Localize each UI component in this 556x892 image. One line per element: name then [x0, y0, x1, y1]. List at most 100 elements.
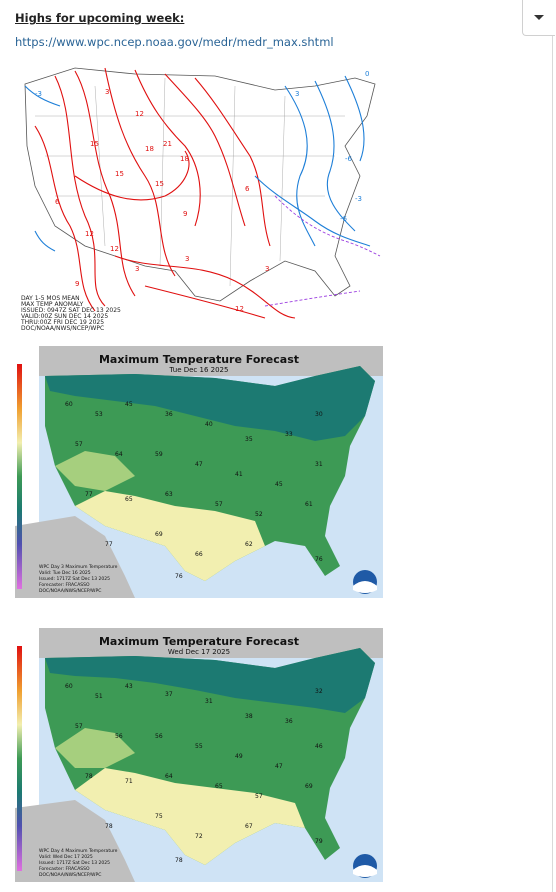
svg-text:9: 9	[75, 280, 79, 288]
svg-text:77: 77	[85, 491, 93, 498]
max-temp-map-day4: Maximum Temperature Forecast Wed Dec 17 …	[15, 628, 383, 882]
post-menu-button[interactable]	[522, 0, 555, 36]
svg-text:15: 15	[155, 180, 164, 188]
svg-text:Forecaster: FRACASSO: Forecaster: FRACASSO	[39, 866, 90, 872]
svg-text:62: 62	[245, 541, 253, 548]
svg-text:3: 3	[105, 88, 109, 96]
svg-text:Issued: 1717Z Sat Dec 13 2025: Issued: 1717Z Sat Dec 13 2025	[39, 576, 110, 582]
svg-text:31: 31	[205, 698, 213, 705]
svg-text:47: 47	[195, 461, 203, 468]
svg-text:Forecaster: FRACASSO: Forecaster: FRACASSO	[39, 582, 90, 588]
svg-text:30: 30	[315, 411, 323, 418]
svg-text:DOC/NOAA/NWS/NCEP/WPC: DOC/NOAA/NWS/NCEP/WPC	[21, 325, 104, 332]
map-date: Tue Dec 16 2025	[169, 366, 229, 374]
svg-text:36: 36	[165, 411, 173, 418]
map-legend: WPC Day 4 Maximum Temperature Valid: Wed…	[39, 848, 118, 878]
map-title: Maximum Temperature Forecast	[99, 353, 299, 366]
svg-text:-6: -6	[340, 215, 348, 223]
anomaly-caption: DAY 1-5 MOS MEAN MAX TEMP ANOMALY ISSUED…	[20, 295, 121, 332]
svg-text:MAX TEMP ANOMALY: MAX TEMP ANOMALY	[21, 301, 84, 308]
svg-text:57: 57	[75, 441, 83, 448]
svg-text:31: 31	[315, 461, 323, 468]
svg-text:45: 45	[125, 401, 133, 408]
svg-text:32: 32	[315, 688, 323, 695]
svg-text:64: 64	[115, 451, 123, 458]
svg-text:55: 55	[195, 743, 203, 750]
svg-text:-3: -3	[355, 195, 362, 203]
svg-text:56: 56	[115, 733, 123, 740]
svg-text:12: 12	[85, 230, 94, 238]
svg-text:-6: -6	[345, 155, 353, 163]
svg-text:15: 15	[90, 140, 99, 148]
svg-text:64: 64	[165, 773, 173, 780]
svg-text:52: 52	[255, 511, 263, 518]
svg-text:ISSUED: 0947Z SAT DEC 13 2025: ISSUED: 0947Z SAT DEC 13 2025	[21, 307, 121, 314]
svg-text:69: 69	[155, 531, 163, 538]
svg-text:57: 57	[75, 723, 83, 730]
svg-text:71: 71	[125, 778, 133, 785]
svg-text:75: 75	[155, 813, 163, 820]
svg-text:18: 18	[180, 155, 189, 163]
map-legend: WPC Day 3 Maximum Temperature Valid: Tue…	[39, 564, 118, 594]
svg-text:Issued: 1717Z Sat Dec 13 2025: Issued: 1717Z Sat Dec 13 2025	[39, 860, 110, 866]
svg-text:46: 46	[315, 743, 323, 750]
svg-text:77: 77	[105, 541, 113, 548]
svg-text:WPC Day 4 Maximum Temperature: WPC Day 4 Maximum Temperature	[39, 848, 118, 854]
svg-text:60: 60	[65, 401, 73, 408]
chevron-down-icon	[534, 15, 544, 20]
svg-text:DOC/NOAA/NWS/NCEP/WPC: DOC/NOAA/NWS/NCEP/WPC	[39, 588, 101, 594]
svg-text:VALID:00Z SUN DEC 14 2025: VALID:00Z SUN DEC 14 2025	[21, 313, 108, 320]
map-date: Wed Dec 17 2025	[168, 648, 230, 656]
svg-text:DOC/NOAA/NWS/NCEP/WPC: DOC/NOAA/NWS/NCEP/WPC	[39, 872, 101, 878]
post-heading: Highs for upcoming week:	[15, 11, 185, 25]
svg-text:67: 67	[245, 823, 253, 830]
svg-text:76: 76	[315, 556, 323, 563]
svg-text:3: 3	[135, 265, 139, 273]
svg-text:6: 6	[245, 185, 250, 193]
svg-text:45: 45	[275, 481, 283, 488]
svg-text:THRU:00Z FRI DEC 19 2025: THRU:00Z FRI DEC 19 2025	[20, 319, 104, 326]
svg-text:6: 6	[55, 198, 60, 206]
svg-text:3: 3	[265, 265, 269, 273]
svg-text:60: 60	[65, 683, 73, 690]
svg-text:79: 79	[315, 838, 323, 845]
svg-text:65: 65	[215, 783, 223, 790]
temperature-scale	[17, 364, 22, 589]
svg-text:3: 3	[185, 255, 189, 263]
map-title: Maximum Temperature Forecast	[99, 635, 299, 648]
svg-text:43: 43	[125, 683, 133, 690]
noaa-logo	[353, 854, 377, 878]
svg-text:53: 53	[95, 411, 103, 418]
svg-text:12: 12	[110, 245, 119, 253]
svg-text:63: 63	[165, 491, 173, 498]
svg-text:12: 12	[135, 110, 144, 118]
svg-text:49: 49	[235, 753, 243, 760]
noaa-logo	[353, 570, 377, 594]
svg-text:57: 57	[255, 793, 263, 800]
svg-text:37: 37	[165, 691, 173, 698]
svg-text:65: 65	[125, 496, 133, 503]
svg-text:38: 38	[245, 713, 253, 720]
svg-text:DAY 1-5 MOS MEAN: DAY 1-5 MOS MEAN	[21, 295, 80, 302]
svg-text:78: 78	[175, 857, 183, 864]
svg-text:0: 0	[365, 70, 369, 78]
svg-text:78: 78	[105, 823, 113, 830]
svg-text:61: 61	[305, 501, 313, 508]
svg-text:51: 51	[95, 693, 103, 700]
svg-text:-3: -3	[35, 90, 42, 98]
svg-text:9: 9	[183, 210, 187, 218]
svg-text:76: 76	[175, 573, 183, 580]
svg-text:21: 21	[163, 140, 172, 148]
svg-text:33: 33	[285, 431, 293, 438]
wpc-link[interactable]: https://www.wpc.ncep.noaa.gov/medr/medr_…	[15, 35, 334, 49]
svg-text:Valid: Tue Dec 16 2025: Valid: Tue Dec 16 2025	[39, 570, 91, 576]
svg-text:WPC Day 3 Maximum Temperature: WPC Day 3 Maximum Temperature	[39, 564, 118, 570]
svg-text:59: 59	[155, 451, 163, 458]
max-temp-map-day3: Maximum Temperature Forecast Tue Dec 16 …	[15, 346, 383, 598]
svg-text:3: 3	[295, 90, 299, 98]
svg-text:66: 66	[195, 551, 203, 558]
svg-text:72: 72	[195, 833, 203, 840]
svg-text:35: 35	[245, 436, 253, 443]
